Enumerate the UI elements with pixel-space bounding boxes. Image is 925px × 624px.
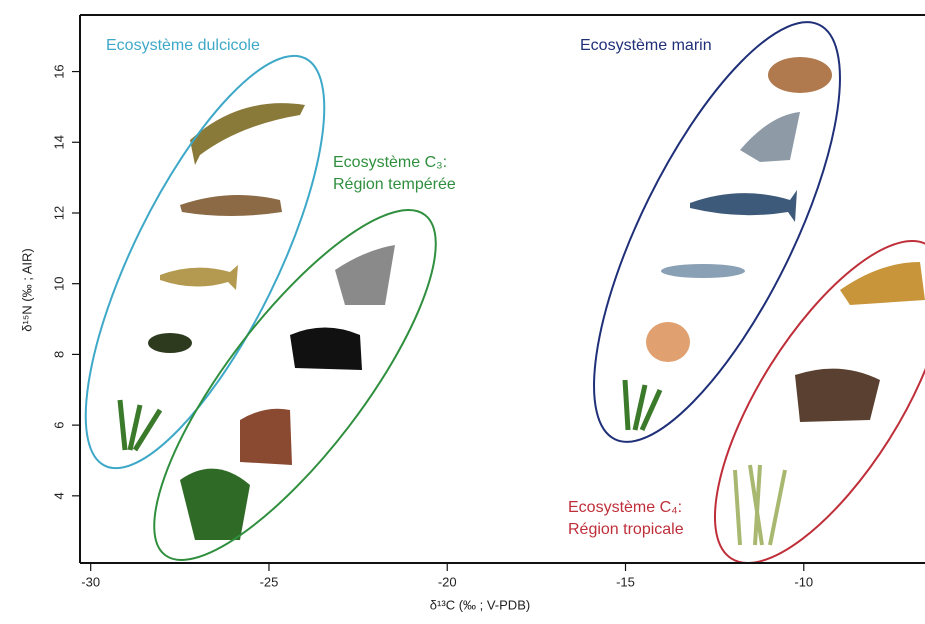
y-tick-label: 14 (51, 135, 66, 149)
shark (740, 112, 800, 162)
grass (735, 465, 785, 545)
walrus (768, 57, 832, 93)
annotation: Ecosystème C₃: (333, 154, 447, 171)
y-axis-label: δ¹⁵N (‰ ; AIR) (19, 248, 34, 331)
annotation: Région tropicale (568, 521, 684, 538)
deer (240, 409, 292, 465)
sardine (661, 264, 745, 278)
fish-carp (160, 265, 238, 290)
y-tick-label: 8 (51, 351, 66, 358)
wolf (335, 245, 395, 305)
x-tick-label: -30 (81, 574, 100, 589)
scallop (646, 322, 690, 362)
x-tick-label: -10 (794, 574, 813, 589)
y-tick-label: 10 (51, 276, 66, 290)
fern (180, 469, 250, 540)
annotation: Ecosystème C₄: (568, 499, 682, 516)
annotation: Région tempérée (333, 176, 456, 193)
region-dulcicole (40, 27, 370, 498)
bear (290, 328, 362, 371)
annotation: Ecosystème dulcicole (106, 37, 260, 54)
mussel (148, 333, 192, 353)
fish-pike (190, 103, 305, 165)
y-tick-label: 12 (51, 206, 66, 220)
x-tick-label: -20 (438, 574, 457, 589)
illustrations (120, 57, 925, 545)
x-tick-label: -25 (260, 574, 279, 589)
chart: δ¹³C (‰ ; V-PDB) δ¹⁵N (‰ ; AIR) -30 -25 -2… (0, 0, 925, 624)
annotation: Ecosystème marin (580, 37, 712, 54)
fish-catfish (180, 195, 282, 216)
x-axis-label: δ¹³C (‰ ; V-PDB) (430, 597, 530, 612)
y-tick-label: 6 (51, 421, 66, 428)
y-tick-label: 16 (51, 64, 66, 78)
x-tick-label: -15 (616, 574, 635, 589)
plant (120, 400, 160, 450)
tuna (690, 190, 797, 222)
buffalo (795, 369, 880, 422)
seagrass (625, 380, 660, 430)
y-tick-label: 4 (51, 492, 66, 499)
